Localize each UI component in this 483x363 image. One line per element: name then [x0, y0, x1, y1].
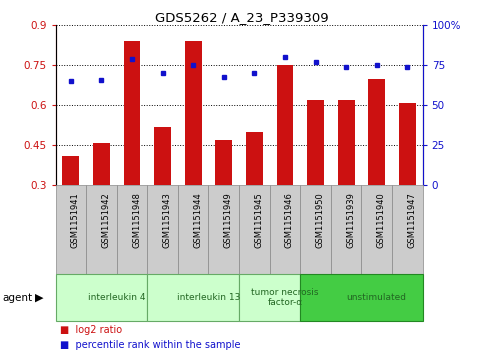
Text: GSM1151947: GSM1151947 — [407, 192, 416, 248]
Text: GSM1151948: GSM1151948 — [132, 192, 141, 248]
Bar — [239, 274, 300, 321]
Text: GSM1151939: GSM1151939 — [346, 192, 355, 248]
Text: GSM1151943: GSM1151943 — [163, 192, 171, 248]
Bar — [178, 185, 209, 274]
Bar — [209, 185, 239, 274]
Bar — [56, 274, 147, 321]
Bar — [300, 185, 331, 274]
Text: tumor necrosis
factor-α: tumor necrosis factor-α — [251, 288, 319, 307]
Bar — [124, 41, 141, 185]
Bar — [147, 274, 239, 321]
Text: ■  log2 ratio: ■ log2 ratio — [60, 325, 123, 335]
Bar — [300, 274, 423, 321]
Text: GSM1151945: GSM1151945 — [255, 192, 263, 248]
Bar — [361, 185, 392, 274]
Text: GSM1151949: GSM1151949 — [224, 192, 233, 248]
Text: GSM1151942: GSM1151942 — [101, 192, 111, 248]
Text: GSM1151940: GSM1151940 — [377, 192, 386, 248]
Bar — [215, 140, 232, 185]
Bar — [56, 185, 86, 274]
Bar — [154, 127, 171, 185]
Bar — [246, 132, 263, 185]
Text: interleukin 4: interleukin 4 — [88, 293, 145, 302]
Text: unstimulated: unstimulated — [347, 293, 407, 302]
Text: GSM1151946: GSM1151946 — [285, 192, 294, 248]
Bar — [86, 185, 117, 274]
Text: GDS5262 / A_23_P339309: GDS5262 / A_23_P339309 — [155, 11, 328, 24]
Text: ■  percentile rank within the sample: ■ percentile rank within the sample — [60, 340, 241, 350]
Bar — [93, 143, 110, 185]
Bar — [270, 185, 300, 274]
Text: GSM1151944: GSM1151944 — [193, 192, 202, 248]
Bar — [239, 185, 270, 274]
Text: ▶: ▶ — [35, 293, 43, 303]
Bar — [185, 41, 201, 185]
Bar — [117, 185, 147, 274]
Text: interleukin 13: interleukin 13 — [177, 293, 240, 302]
Text: agent: agent — [2, 293, 32, 303]
Bar — [399, 103, 416, 185]
Bar — [338, 100, 355, 185]
Bar — [331, 185, 361, 274]
Bar — [277, 65, 293, 185]
Bar — [62, 156, 79, 185]
Bar — [369, 79, 385, 185]
Text: GSM1151941: GSM1151941 — [71, 192, 80, 248]
Bar — [392, 185, 423, 274]
Bar — [147, 185, 178, 274]
Bar — [307, 100, 324, 185]
Text: GSM1151950: GSM1151950 — [315, 192, 325, 248]
